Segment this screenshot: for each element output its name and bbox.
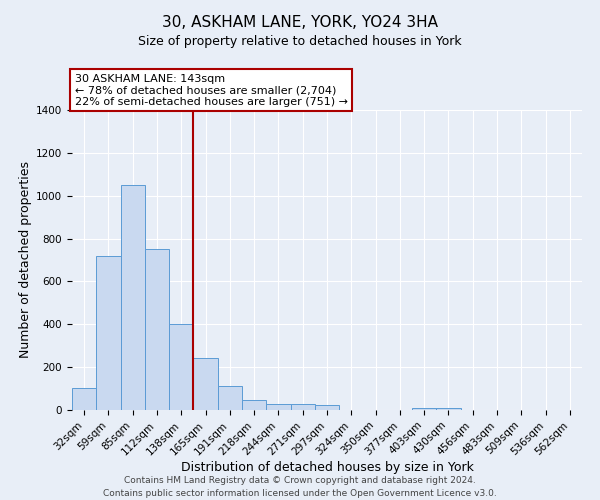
Bar (266, 404, 290, 410)
Bar (218, 386, 242, 410)
Bar (121, 185, 145, 410)
Bar (193, 358, 218, 410)
Text: 30, ASKHAM LANE, YORK, YO24 3HA: 30, ASKHAM LANE, YORK, YO24 3HA (162, 15, 438, 30)
Bar (169, 324, 193, 410)
Y-axis label: Number of detached properties: Number of detached properties (19, 162, 32, 358)
Text: Contains HM Land Registry data © Crown copyright and database right 2024.
Contai: Contains HM Land Registry data © Crown c… (103, 476, 497, 498)
Bar (412, 408, 436, 410)
Text: Size of property relative to detached houses in York: Size of property relative to detached ho… (138, 35, 462, 48)
Bar (72, 388, 96, 410)
Bar (145, 250, 169, 410)
Bar (290, 404, 315, 410)
Bar (436, 408, 461, 410)
Bar (242, 400, 266, 410)
X-axis label: Distribution of detached houses by size in York: Distribution of detached houses by size … (181, 460, 473, 473)
Text: 30 ASKHAM LANE: 143sqm
← 78% of detached houses are smaller (2,704)
22% of semi-: 30 ASKHAM LANE: 143sqm ← 78% of detached… (74, 74, 347, 107)
Bar (96, 256, 121, 410)
Bar (315, 404, 339, 410)
